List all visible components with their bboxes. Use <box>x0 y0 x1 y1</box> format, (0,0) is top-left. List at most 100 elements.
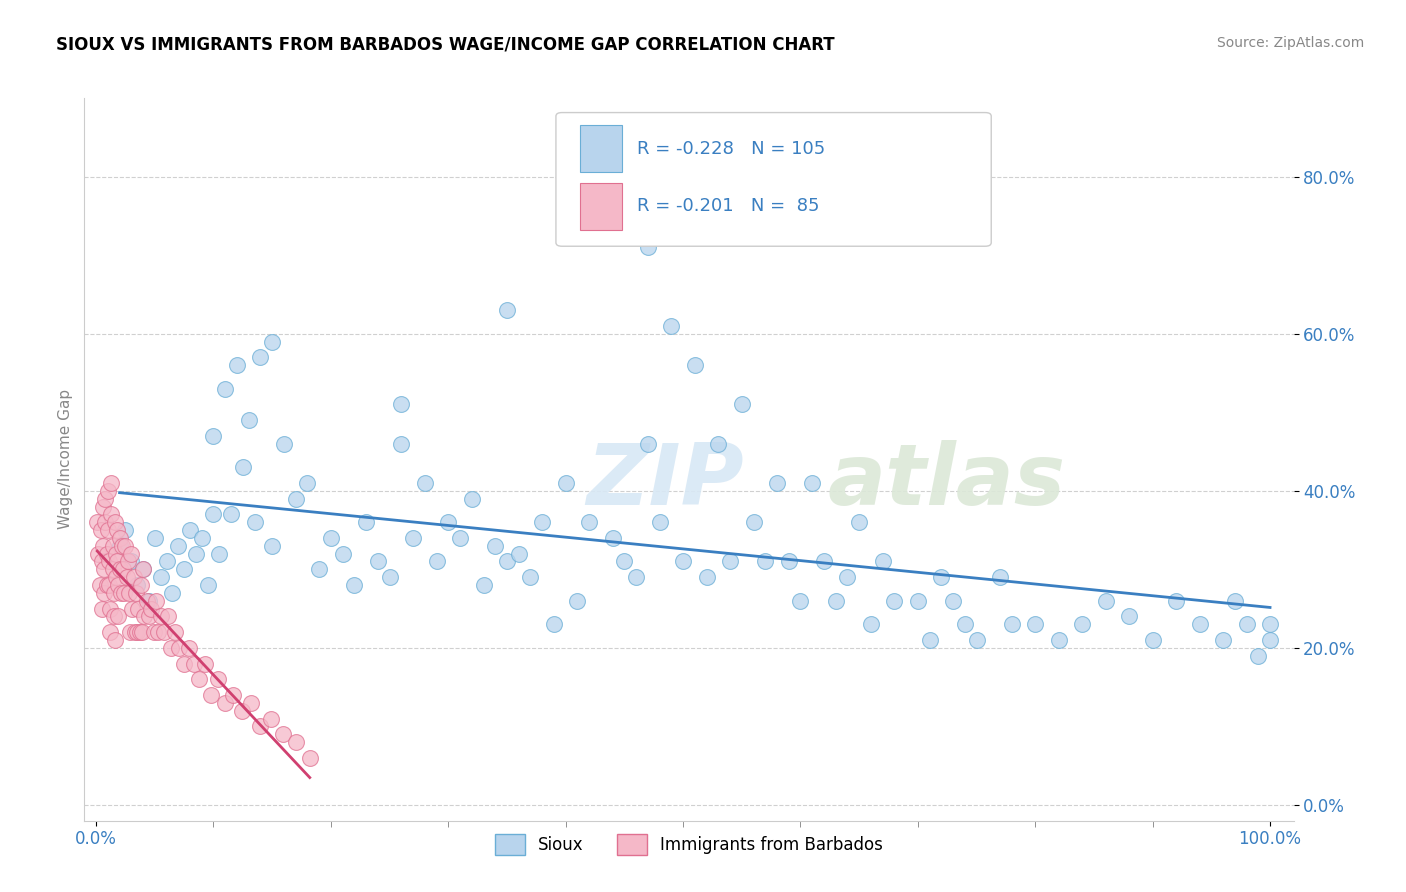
Point <box>508 547 530 561</box>
Point <box>107 609 129 624</box>
Point <box>413 475 436 490</box>
Point <box>238 413 260 427</box>
Point <box>118 586 141 600</box>
Point <box>91 500 114 514</box>
Point <box>194 657 217 671</box>
Point <box>97 483 120 498</box>
Point <box>120 625 142 640</box>
Point <box>449 531 471 545</box>
Point <box>1223 593 1246 607</box>
Point <box>190 531 212 545</box>
Point <box>202 508 225 522</box>
Point <box>104 633 127 648</box>
Point <box>108 562 131 576</box>
Point <box>135 593 157 607</box>
Point <box>319 531 342 545</box>
Point <box>240 696 263 710</box>
Point <box>207 673 229 687</box>
Point <box>160 640 183 655</box>
Point <box>105 570 128 584</box>
Point <box>105 547 128 561</box>
Point <box>141 601 163 615</box>
Point <box>128 625 150 640</box>
Point <box>1094 593 1116 607</box>
Point <box>101 539 124 553</box>
Point <box>496 554 519 568</box>
Point <box>90 523 112 537</box>
Point <box>97 523 120 537</box>
Point <box>100 475 122 490</box>
Point <box>214 382 236 396</box>
Point <box>145 593 167 607</box>
Point <box>127 578 149 592</box>
Point <box>262 334 284 349</box>
Point <box>496 303 519 318</box>
Point <box>731 397 754 411</box>
Point <box>613 554 636 568</box>
Point <box>484 539 506 553</box>
Point <box>108 531 131 545</box>
Point <box>103 586 125 600</box>
Point <box>707 436 730 450</box>
Point <box>103 609 125 624</box>
Point <box>91 601 114 615</box>
Point <box>262 539 284 553</box>
Point <box>931 570 953 584</box>
Point <box>111 539 134 553</box>
Point <box>624 570 647 584</box>
Point <box>134 609 156 624</box>
Point <box>131 625 153 640</box>
Point <box>100 508 122 522</box>
Point <box>837 570 859 584</box>
Point <box>108 539 131 553</box>
FancyBboxPatch shape <box>581 183 623 230</box>
Point <box>966 633 988 648</box>
Point <box>96 547 118 561</box>
Point <box>127 625 149 640</box>
Point <box>284 491 307 506</box>
Point <box>859 617 882 632</box>
Point <box>138 609 160 624</box>
Text: ZIP: ZIP <box>586 440 744 523</box>
Point <box>232 460 254 475</box>
Point <box>308 562 330 576</box>
Y-axis label: Wage/Income Gap: Wage/Income Gap <box>58 389 73 530</box>
Point <box>824 593 846 607</box>
Point <box>120 554 142 568</box>
Point <box>94 491 117 506</box>
Point <box>519 570 541 584</box>
Point <box>472 578 495 592</box>
Point <box>202 429 225 443</box>
Point <box>461 491 484 506</box>
Point <box>173 657 195 671</box>
Point <box>149 609 172 624</box>
Point <box>332 547 354 561</box>
Point <box>354 515 377 529</box>
Point <box>112 562 135 576</box>
Legend: Sioux, Immigrants from Barbados: Sioux, Immigrants from Barbados <box>486 826 891 863</box>
Point <box>402 531 425 545</box>
Point <box>1166 593 1188 607</box>
Point <box>173 562 195 576</box>
Point <box>1236 617 1258 632</box>
Point <box>93 586 115 600</box>
FancyBboxPatch shape <box>581 125 623 172</box>
Point <box>117 554 139 568</box>
Point <box>105 554 128 568</box>
Point <box>143 531 166 545</box>
Point <box>953 617 976 632</box>
Point <box>142 625 165 640</box>
Point <box>125 586 148 600</box>
Point <box>883 593 905 607</box>
Point <box>86 515 108 529</box>
Point <box>567 593 589 607</box>
Point <box>129 578 152 592</box>
Point <box>121 601 143 615</box>
Point <box>648 515 671 529</box>
Text: R = -0.228   N = 105: R = -0.228 N = 105 <box>637 140 825 158</box>
Point <box>208 547 231 561</box>
Point <box>114 539 136 553</box>
Point <box>1071 617 1094 632</box>
Point <box>298 751 321 765</box>
Point <box>696 570 718 584</box>
